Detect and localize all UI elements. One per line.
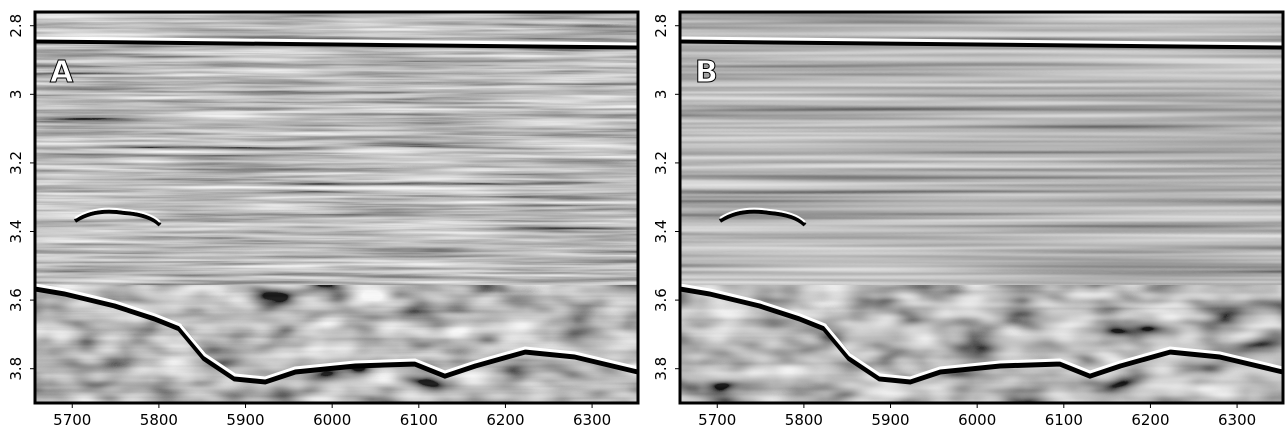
- x-tick-label: 6100: [400, 411, 438, 429]
- salt-body: [35, 285, 638, 403]
- y-tick-label: 3.8: [652, 357, 670, 381]
- reflector-dark: [718, 209, 807, 227]
- x-tick-label: 5800: [140, 411, 178, 429]
- y-tick-label: 3.4: [7, 220, 25, 244]
- seafloor: [35, 36, 638, 46]
- x-tick-label: 6300: [573, 411, 611, 429]
- frame: [678, 10, 1285, 405]
- salt-reflector-dark: [35, 284, 638, 385]
- x-tick-label: 6000: [958, 411, 996, 429]
- y-tick-label: 3: [652, 90, 670, 100]
- reflector: [719, 207, 806, 223]
- reflector-dark: [73, 209, 162, 227]
- x-tick-label: 6100: [1045, 411, 1083, 429]
- y-tick-label: 2.8: [7, 14, 25, 38]
- salt-body: [680, 285, 1283, 403]
- x-tick-label: 6200: [1131, 411, 1169, 429]
- x-tick-label: 5700: [698, 411, 736, 429]
- panel: B 5700 5800 5900 6000 6100 6200 6300 2.8 3 3.2 3.4 3…: [652, 10, 1285, 429]
- seafloor-dark: [680, 38, 1283, 50]
- y-tick-label: 3.6: [7, 288, 25, 312]
- x-tick-label: 5700: [53, 411, 91, 429]
- y-tick-label: 3.2: [652, 151, 670, 175]
- salt-reflector-dark: [680, 284, 1283, 385]
- seafloor-dark: [35, 38, 638, 50]
- reflector: [74, 207, 161, 223]
- y-tick-label: 2.8: [652, 14, 670, 38]
- x-tick-label: 5900: [226, 411, 264, 429]
- seismic-image: [680, 12, 1283, 403]
- panel: A 5700 5800 5900 6000 6100 6200 6300 2.8 3 3.2 3.4 3…: [7, 10, 640, 429]
- panel-label: A: [50, 55, 74, 90]
- panel-label: B: [695, 55, 718, 90]
- seismic-image: [35, 12, 638, 403]
- x-tick-label: 5800: [785, 411, 823, 429]
- y-tick-label: 3: [7, 90, 25, 100]
- x-tick-label: 6000: [313, 411, 351, 429]
- x-tick-label: 6200: [486, 411, 524, 429]
- seafloor: [680, 36, 1283, 46]
- salt-reflector: [680, 283, 1283, 380]
- x-tick-label: 6300: [1218, 411, 1256, 429]
- y-tick-label: 3.4: [652, 220, 670, 244]
- frame: [33, 10, 640, 405]
- salt-reflector: [35, 283, 638, 380]
- y-tick-label: 3.6: [652, 288, 670, 312]
- x-tick-label: 5900: [871, 411, 909, 429]
- y-tick-label: 3.2: [7, 151, 25, 175]
- y-tick-label: 3.8: [7, 357, 25, 381]
